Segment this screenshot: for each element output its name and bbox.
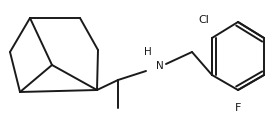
Text: H: H (144, 47, 152, 57)
Text: Cl: Cl (199, 15, 209, 25)
Text: F: F (235, 103, 241, 113)
Text: N: N (156, 61, 164, 71)
